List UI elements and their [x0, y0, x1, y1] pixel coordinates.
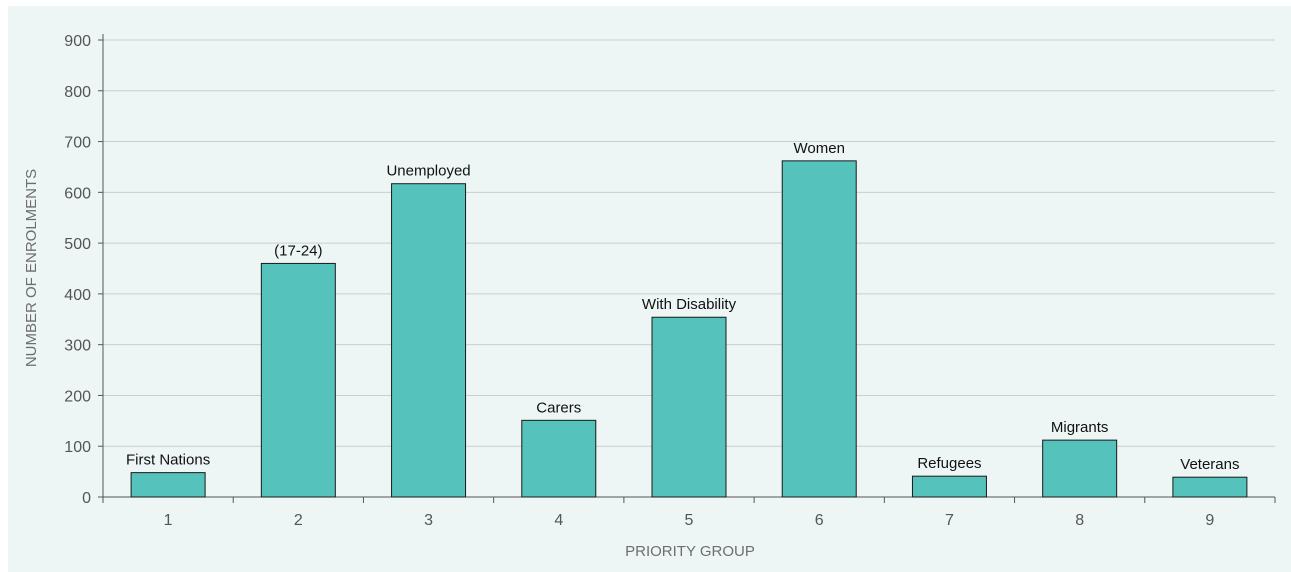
bar-data-label: Unemployed [386, 163, 470, 180]
y-tick-label: 900 [64, 33, 91, 50]
bar-data-label: (17-24) [274, 242, 322, 259]
bar-7 [911, 475, 987, 498]
x-tick-label: 1 [164, 512, 173, 529]
bar-data-label: With Disability [642, 296, 737, 313]
y-tick-label: 300 [64, 338, 91, 355]
y-tick-labels: 0 100 200 300 400 500 600 700 800 900 [64, 33, 91, 507]
y-tick-label: 400 [64, 287, 91, 304]
bar-data-label: First Nations [126, 452, 210, 469]
bar-labels: First Nations (17-24) Unemployed Carers With… [126, 140, 1239, 473]
y-tick-label: 600 [64, 185, 91, 202]
bar-1 [130, 472, 206, 498]
y-tick-label: 800 [64, 84, 91, 101]
bar-8 [1042, 439, 1118, 498]
bar-data-label: Refugees [917, 455, 981, 472]
bar-data-label: Migrants [1051, 419, 1109, 436]
bar-4 [521, 419, 597, 498]
x-tick-label: 6 [815, 512, 824, 529]
x-tick-label: 7 [945, 512, 954, 529]
bars [130, 160, 1248, 498]
bar-data-label: Veterans [1180, 456, 1239, 473]
x-tick-label: 4 [554, 512, 563, 529]
x-tick-label: 3 [424, 512, 433, 529]
x-tick-labels: 1 2 3 4 5 6 7 8 9 [164, 512, 1215, 529]
bar-6 [781, 160, 857, 498]
bar-data-label: Women [794, 140, 845, 157]
y-tick-label: 0 [82, 490, 91, 507]
y-axis-title: NUMBER OF ENROLMENTS [23, 169, 40, 367]
y-tick-label: 500 [64, 236, 91, 253]
x-tick-label: 2 [294, 512, 303, 529]
x-tick-label: 5 [685, 512, 694, 529]
bar-9 [1172, 476, 1248, 498]
x-tick-label: 8 [1075, 512, 1084, 529]
y-tick-label: 200 [64, 388, 91, 405]
x-tick-label: 9 [1205, 512, 1214, 529]
y-tick-label: 700 [64, 135, 91, 152]
bar-data-label: Carers [536, 399, 581, 416]
x-axis-title: PRIORITY GROUP [625, 543, 755, 560]
y-tick-label: 100 [64, 439, 91, 456]
bar-5 [651, 316, 727, 498]
bar-2 [260, 262, 336, 498]
bar-3 [391, 183, 467, 498]
